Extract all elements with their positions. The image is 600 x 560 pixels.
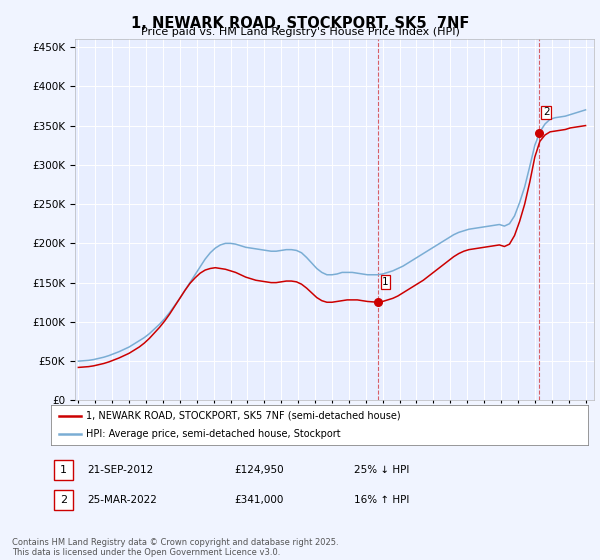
Text: Contains HM Land Registry data © Crown copyright and database right 2025.
This d: Contains HM Land Registry data © Crown c… [12, 538, 338, 557]
Text: 25-MAR-2022: 25-MAR-2022 [87, 495, 157, 505]
Text: £341,000: £341,000 [234, 495, 283, 505]
Text: 16% ↑ HPI: 16% ↑ HPI [354, 495, 409, 505]
Text: 2: 2 [60, 495, 67, 505]
Text: 1: 1 [60, 465, 67, 475]
Text: 21-SEP-2012: 21-SEP-2012 [87, 465, 153, 475]
Text: Price paid vs. HM Land Registry's House Price Index (HPI): Price paid vs. HM Land Registry's House … [140, 27, 460, 37]
Text: £124,950: £124,950 [234, 465, 284, 475]
Text: 1, NEWARK ROAD, STOCKPORT, SK5 7NF (semi-detached house): 1, NEWARK ROAD, STOCKPORT, SK5 7NF (semi… [86, 411, 401, 421]
Text: 1, NEWARK ROAD, STOCKPORT, SK5  7NF: 1, NEWARK ROAD, STOCKPORT, SK5 7NF [131, 16, 469, 31]
Text: 2: 2 [543, 108, 550, 118]
Text: 25% ↓ HPI: 25% ↓ HPI [354, 465, 409, 475]
Text: HPI: Average price, semi-detached house, Stockport: HPI: Average price, semi-detached house,… [86, 430, 341, 439]
Text: 1: 1 [382, 277, 389, 287]
